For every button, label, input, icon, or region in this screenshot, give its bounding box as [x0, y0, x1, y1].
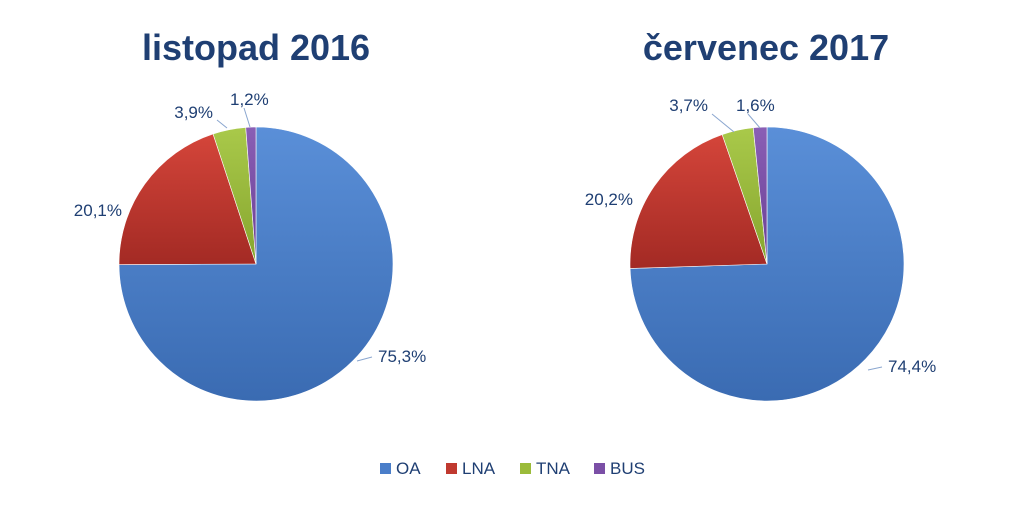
legend-swatch [520, 463, 531, 474]
legend-swatch [446, 463, 457, 474]
leader-line-bus [747, 113, 761, 129]
pie-slice-bus [752, 126, 768, 265]
pie-slice-lna [629, 134, 768, 269]
legend-label: LNA [462, 459, 496, 478]
data-label-tna: 3,7% [669, 96, 708, 115]
pie-slice-lna [118, 133, 257, 265]
legend-label: BUS [610, 459, 645, 478]
legend: OA LNA TNA BUS [380, 459, 645, 478]
pie-chart-listopad-2016: listopad 2016 75,3% 20,1% 3,9% 1,2% [74, 27, 426, 402]
legend-label: OA [396, 459, 421, 478]
data-label-tna: 3,9% [174, 103, 213, 122]
chart-title: červenec 2017 [643, 27, 889, 68]
leader-line-tna [711, 113, 735, 133]
legend-swatch [594, 463, 605, 474]
data-label-bus: 1,2% [230, 90, 269, 109]
legend-item-lna: LNA [446, 459, 496, 478]
legend-item-tna: TNA [520, 459, 571, 478]
leader-line-tna [216, 119, 228, 129]
data-label-oa: 74,4% [888, 357, 936, 376]
chart-title: listopad 2016 [142, 27, 370, 68]
data-label-oa: 75,3% [378, 347, 426, 366]
data-label-lna: 20,1% [74, 201, 122, 220]
leader-line-bus [243, 107, 251, 128]
legend-swatch [380, 463, 391, 474]
data-label-lna: 20,2% [585, 190, 633, 209]
pie-slice-oa [118, 126, 394, 402]
legend-item-bus: BUS [594, 459, 645, 478]
legend-label: TNA [536, 459, 571, 478]
leader-line-oa [356, 356, 373, 362]
pie-chart-cervenec-2017: červenec 2017 74,4% 20,2% 3,7% 1,6% [585, 27, 936, 402]
pie-slice-bus [245, 126, 257, 265]
leader-line-oa [867, 366, 883, 371]
data-label-bus: 1,6% [736, 96, 775, 115]
legend-item-oa: OA [380, 459, 421, 478]
